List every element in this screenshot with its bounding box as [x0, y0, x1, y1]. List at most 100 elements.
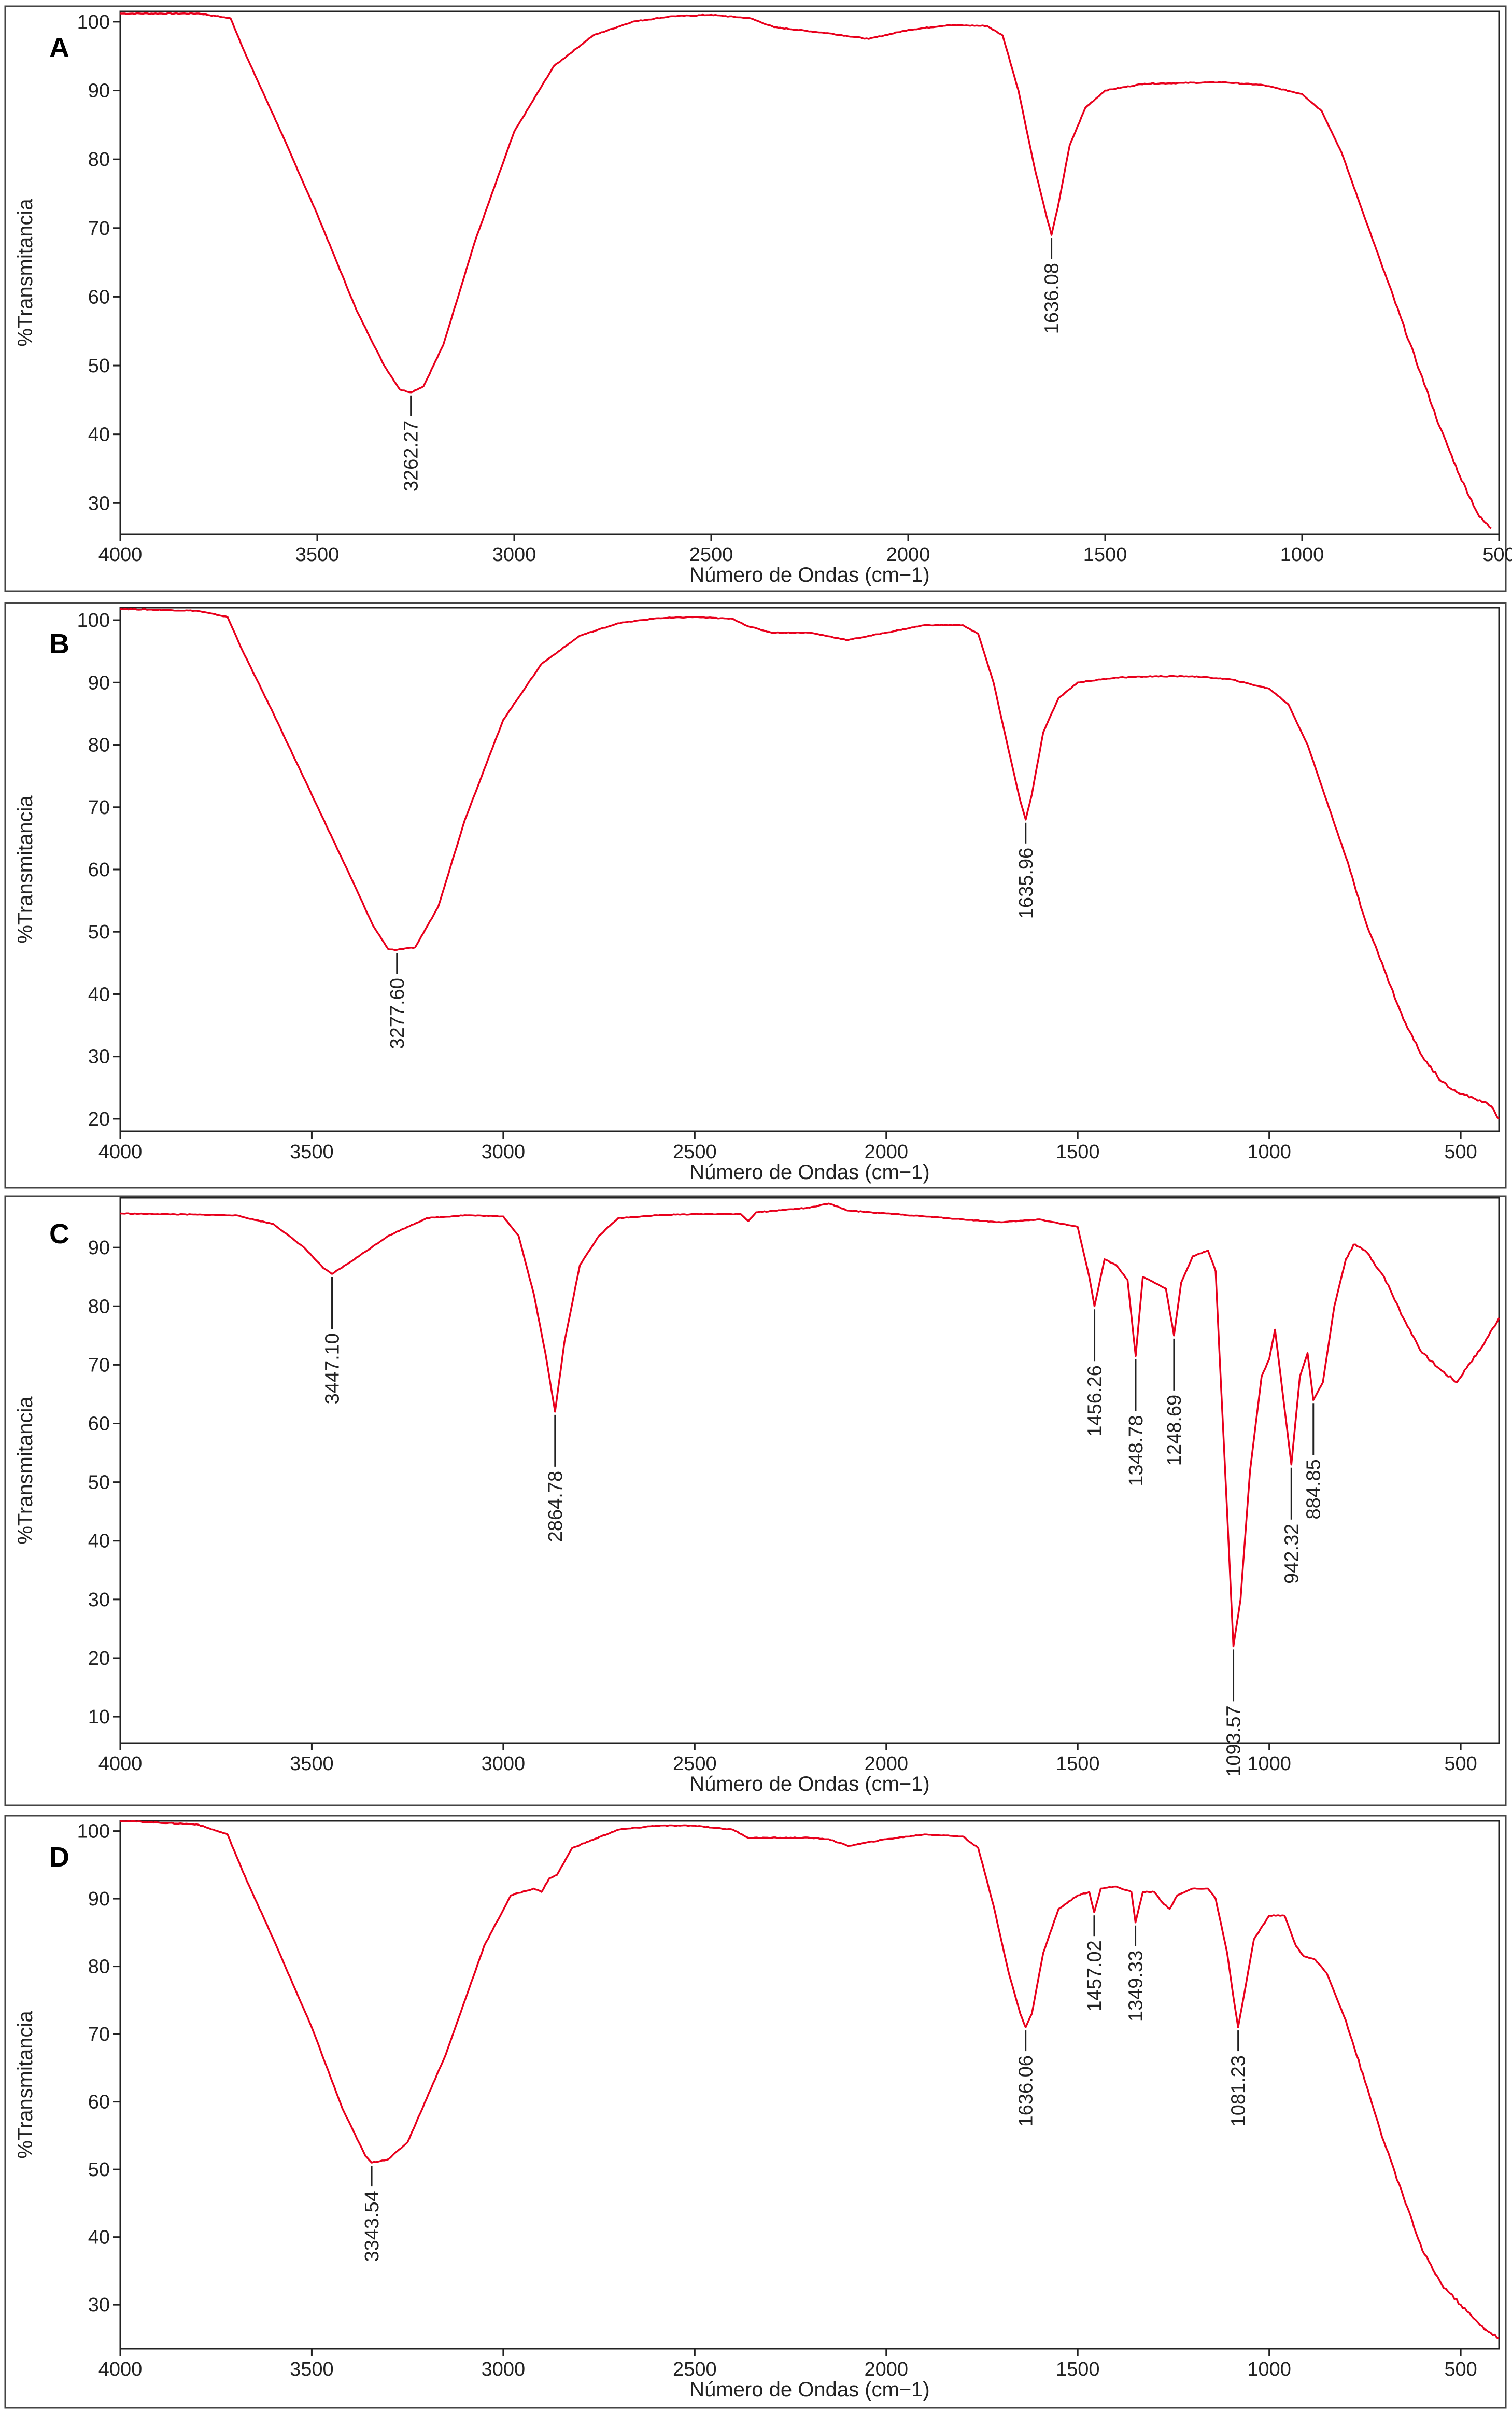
peak-label: 3262.27	[401, 420, 422, 492]
y-tick-label: 60	[88, 286, 110, 308]
y-tick-label: 80	[88, 1296, 110, 1317]
x-tick-label: 3500	[295, 544, 340, 566]
peak-label: 1636.06	[1015, 2055, 1037, 2126]
y-tick-label: 10	[88, 1706, 110, 1728]
x-tick-label: 2500	[673, 1753, 717, 1775]
x-tick-label: 1000	[1247, 1141, 1291, 1163]
plot-area	[119, 1197, 1500, 1744]
peak-label: 1248.69	[1164, 1395, 1185, 1466]
y-tick-label: 30	[88, 493, 110, 514]
x-tick-label: 3000	[492, 544, 536, 566]
x-tick-label: 1000	[1280, 544, 1324, 566]
x-tick-label: 4000	[98, 1753, 143, 1775]
y-tick-label: 40	[88, 984, 110, 1005]
y-tick-label: 80	[88, 1956, 110, 1978]
panels-group: A 4000 3500 3000 2500 2000 1500 1000 500 30 40 50 60…	[4, 5, 1512, 2409]
y-tick-label: 50	[88, 921, 110, 943]
x-tick-label: 4000	[98, 2359, 143, 2380]
x-tick-label: 1500	[1056, 1141, 1100, 1163]
peak-label: 3447.10	[322, 1333, 344, 1404]
y-tick-label: 100	[77, 1821, 110, 1843]
y-tick-label: 40	[88, 2227, 110, 2249]
y-tick-label: 80	[88, 149, 110, 171]
x-tick-label: 4000	[98, 1141, 143, 1163]
y-axis-label: %Transmitancia	[14, 1396, 37, 1545]
spectrum-line	[120, 1202, 1500, 1648]
y-tick-label: 20	[88, 1109, 110, 1130]
x-tick-label: 500	[1482, 544, 1512, 566]
x-tick-label: 2000	[886, 544, 930, 566]
plot-area	[119, 1820, 1500, 2350]
y-tick-label: 100	[77, 11, 110, 33]
x-tick-label: 4000	[98, 544, 143, 566]
y-axis-label: %Transmitancia	[14, 2011, 37, 2159]
peak-label: 1457.02	[1084, 1940, 1106, 2011]
y-tick-label: 70	[88, 1354, 110, 1376]
y-tick-label: 30	[88, 1589, 110, 1611]
plot-area	[119, 10, 1500, 535]
y-axis-label: %Transmitancia	[14, 199, 37, 347]
y-tick-label: 40	[88, 424, 110, 446]
x-tick-label: 3500	[290, 1753, 334, 1775]
peak-label: 884.85	[1303, 1459, 1325, 1519]
y-tick-label: 90	[88, 80, 110, 102]
peak-label: 3343.54	[361, 2191, 383, 2262]
y-tick-label: 50	[88, 1472, 110, 1494]
y-tick-label: 20	[88, 1648, 110, 1670]
x-tick-label: 2000	[865, 1141, 909, 1163]
peak-label: 942.32	[1281, 1524, 1303, 1584]
x-tick-label: 1500	[1056, 1753, 1100, 1775]
x-tick-label: 3000	[482, 1141, 526, 1163]
panel-frame	[4, 5, 1507, 592]
x-axis-label: Número de Ondas (cm−1)	[689, 2378, 930, 2401]
x-axis-label: Número de Ondas (cm−1)	[689, 564, 930, 586]
x-tick-label: 2000	[865, 1753, 909, 1775]
y-tick-label: 90	[88, 1237, 110, 1259]
x-axis-label: Número de Ondas (cm−1)	[689, 1773, 930, 1795]
y-axis-label: %Transmitancia	[14, 795, 37, 944]
x-tick-label: 3000	[482, 2359, 526, 2380]
x-tick-label: 2500	[673, 2359, 717, 2380]
x-tick-label: 500	[1444, 1753, 1477, 1775]
y-tick-label: 80	[88, 735, 110, 756]
y-tick-label: 30	[88, 2294, 110, 2316]
y-tick-label: 50	[88, 2159, 110, 2181]
peak-label: 1348.78	[1125, 1415, 1147, 1486]
x-tick-label: 1500	[1083, 544, 1127, 566]
peak-label: 3277.60	[387, 978, 408, 1049]
x-axis-label: Número de Ondas (cm−1)	[689, 1161, 930, 1184]
panel-a: A 4000 3500 3000 2500 2000 1500 1000 500 30 40 50 60…	[4, 5, 1512, 592]
y-tick-label: 70	[88, 797, 110, 819]
y-tick-label: 50	[88, 355, 110, 377]
peak-label: 2864.78	[545, 1471, 567, 1542]
x-tick-label: 500	[1444, 2359, 1477, 2380]
y-tick-label: 40	[88, 1531, 110, 1552]
y-tick-label: 100	[77, 610, 110, 632]
peak-label: 1093.57	[1223, 1705, 1245, 1776]
x-tick-label: 500	[1444, 1141, 1477, 1163]
x-tick-label: 1500	[1056, 2359, 1100, 2380]
x-tick-label: 3500	[290, 2359, 334, 2380]
x-tick-label: 2500	[673, 1141, 717, 1163]
y-tick-label: 70	[88, 218, 110, 240]
panel-frame	[4, 602, 1507, 1189]
y-tick-label: 90	[88, 672, 110, 694]
peak-label: 1081.23	[1228, 2055, 1250, 2126]
x-tick-label: 1000	[1247, 2359, 1291, 2380]
y-tick-label: 90	[88, 1888, 110, 1910]
y-tick-label: 30	[88, 1046, 110, 1068]
x-tick-label: 2000	[865, 2359, 909, 2380]
peak-label: 1636.08	[1041, 263, 1063, 334]
spectrum-line	[120, 1820, 1500, 2340]
y-tick-label: 70	[88, 2024, 110, 2045]
panel-c: C 4000 3500 3000 2500 2000 1500 1000 500 10 20 30 40…	[4, 1195, 1507, 1806]
x-tick-label: 2500	[689, 544, 733, 566]
panel-letter: C	[49, 1218, 69, 1250]
panel-frame	[4, 1195, 1507, 1806]
panel-d: D 4000 3500 3000 2500 2000 1500 1000 500 30 40 50 60…	[4, 1815, 1507, 2409]
x-tick-label: 1000	[1247, 1753, 1291, 1775]
panel-frame	[4, 1815, 1507, 2409]
peak-label: 1635.96	[1015, 848, 1037, 919]
x-tick-label: 3000	[482, 1753, 526, 1775]
